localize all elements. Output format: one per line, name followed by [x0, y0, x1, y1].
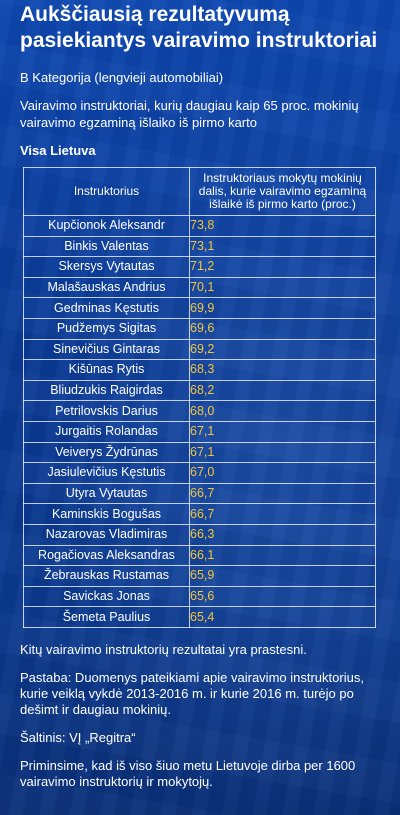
instructor-name: Gedminas Kęstutis [23, 297, 190, 319]
instructor-name: Veiverys Žydrūnas [23, 441, 190, 464]
infographic-content: Aukščiausią rezultatyvumą pasiekiantys v… [20, 3, 378, 789]
pass-rate-value: 68,3 [189, 359, 376, 381]
pass-rate-value: 66,3 [189, 523, 376, 546]
subtitle: Vairavimo instruktoriai, kurių daugiau k… [20, 98, 359, 130]
note-others: Kitų vairavimo instruktorių rezultatai y… [20, 641, 307, 657]
pass-rate-value: 67,1 [189, 441, 376, 464]
table-row: Rogačiovas Aleksandras 66,1 [23, 544, 376, 567]
table-header-row: Instruktorius Instruktoriaus mokytų moki… [23, 167, 376, 216]
table-row: Malašauskas Andrius 70,1 [23, 276, 376, 299]
instructor-name: Sinevičius Gintaras [23, 338, 190, 361]
pass-rate-value: 67,1 [189, 420, 376, 443]
table-row: Savickas Jonas 65,6 [23, 585, 376, 608]
pass-rate-value: 70,1 [189, 276, 376, 299]
table-row: Žebrauskas Rustamas 65,9 [23, 565, 376, 587]
table-row: Pudžemys Sigitas 69,6 [23, 317, 376, 340]
table-row: Veiverys Žydrūnas 67,1 [23, 441, 376, 464]
table-body: Kupčionok Aleksandr 73,8 Binkis Valentas 73… [23, 215, 376, 628]
table-row: Kišūnas Rytis 68,3 [23, 359, 376, 381]
instructor-name: Kišūnas Rytis [23, 359, 190, 381]
header-pass-rate: Instruktoriaus mokytų mokinių dalis, kur… [189, 167, 376, 216]
category-label: B Kategorija (lengvieji automobiliai) [20, 70, 224, 85]
pass-rate-value: 66,7 [189, 503, 376, 525]
results-table: Instruktorius Instruktoriaus mokytų moki… [23, 167, 376, 628]
table-row: Binkis Valentas 73,1 [23, 235, 376, 258]
instructor-name: Savickas Jonas [23, 585, 190, 608]
table-row: Gedminas Kęstutis 69,9 [23, 297, 376, 319]
instructor-name: Bliudzukis Raigirdas [23, 379, 190, 402]
instructor-name: Pudžemys Sigitas [23, 317, 190, 340]
pass-rate-value: 69,9 [189, 297, 376, 319]
instructor-name: Jasiulevičius Kęstutis [23, 462, 190, 484]
region-label: Visa Lietuva [20, 143, 96, 158]
table-row: Jurgaitis Rolandas 67,1 [23, 420, 376, 443]
table-row: Bliudzukis Raigirdas 68,2 [23, 379, 376, 402]
instructor-name: Jurgaitis Rolandas [23, 420, 190, 443]
instructor-name: Rogačiovas Aleksandras [23, 544, 190, 567]
table-row: Petrilovskis Darius 68,0 [23, 400, 376, 422]
instructor-name: Malašauskas Andrius [23, 276, 190, 299]
pass-rate-value: 66,1 [189, 544, 376, 567]
instructor-name: Skersys Vytautas [23, 256, 190, 278]
note-source: Šaltinis: VĮ „Regitra“ [20, 729, 136, 745]
instructor-name: Utyra Vytautas [23, 482, 190, 505]
table-row: Kupčionok Aleksandr 73,8 [23, 215, 376, 237]
pass-rate-value: 67,0 [189, 462, 376, 484]
table-row: Šemeta Paulius 65,4 [23, 606, 376, 628]
pass-rate-value: 65,4 [189, 606, 376, 628]
pass-rate-value: 66,7 [189, 482, 376, 505]
instructor-name: Šemeta Paulius [23, 606, 190, 628]
instructor-name: Petrilovskis Darius [23, 400, 190, 422]
table-row: Jasiulevičius Kęstutis 67,0 [23, 462, 376, 484]
table-row: Nazarovas Vladimiras 66,3 [23, 523, 376, 546]
note-total: Priminsime, kad iš viso šiuo metu Lietuv… [20, 757, 356, 789]
table-row: Utyra Vytautas 66,7 [23, 482, 376, 505]
table-row: Sinevičius Gintaras 69,2 [23, 338, 376, 361]
note-remark: Pastaba: Duomenys pateikiami apie vairav… [20, 669, 364, 717]
instructor-name: Nazarovas Vladimiras [23, 523, 190, 546]
pass-rate-value: 65,9 [189, 565, 376, 587]
header-instructor: Instruktorius [23, 167, 190, 216]
pass-rate-value: 68,2 [189, 379, 376, 402]
pass-rate-value: 69,6 [189, 317, 376, 340]
table-row: Kaminskis Bogušas 66,7 [23, 503, 376, 525]
pass-rate-value: 71,2 [189, 256, 376, 278]
table-row: Skersys Vytautas 71,2 [23, 256, 376, 278]
instructor-name: Kupčionok Aleksandr [23, 215, 190, 237]
instructor-name: Žebrauskas Rustamas [23, 565, 190, 587]
pass-rate-value: 73,1 [189, 235, 376, 258]
pass-rate-value: 65,6 [189, 585, 376, 608]
pass-rate-value: 68,0 [189, 400, 376, 422]
pass-rate-value: 69,2 [189, 338, 376, 361]
pass-rate-value: 73,8 [189, 215, 376, 237]
page-title: Aukščiausią rezultatyvumą pasiekiantys v… [20, 3, 378, 52]
instructor-name: Kaminskis Bogušas [23, 503, 190, 525]
instructor-name: Binkis Valentas [23, 235, 190, 258]
